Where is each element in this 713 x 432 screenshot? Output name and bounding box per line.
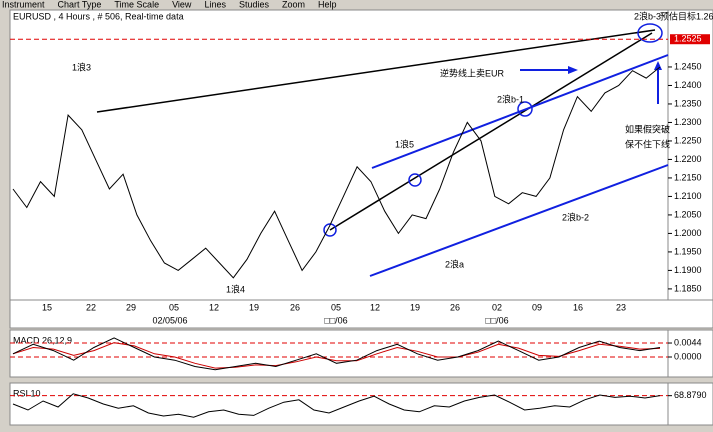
y-tick-label: 1.1850 [674, 283, 702, 293]
annotation: 1浪3 [72, 61, 91, 72]
x-tick-label: 09 [532, 302, 542, 312]
x-period-label: □□/06 [485, 315, 508, 325]
arrow-head [568, 66, 578, 74]
indicator-line [12, 337, 661, 371]
panel-title: RSI 10 [13, 388, 41, 398]
annotation: 逆势线上卖EUR [440, 67, 505, 78]
x-period-label: □□/06 [324, 315, 347, 325]
channel-line [369, 164, 669, 277]
x-tick-label: 15 [42, 302, 52, 312]
x-period-label: 02/05/06 [152, 315, 187, 325]
y-tick-label: 1.2000 [674, 228, 702, 238]
trend-line [329, 32, 653, 231]
macd-panel [9, 329, 669, 378]
y-tick-label: 68.8790 [674, 390, 707, 400]
x-tick-label: 19 [249, 302, 259, 312]
annotation: 2浪b-2 [562, 211, 589, 222]
y-tick-label: 1.2250 [674, 135, 702, 145]
annotation: 1浪4 [226, 283, 245, 294]
macd-axis [667, 329, 713, 378]
y-tick-label: 1.2400 [674, 80, 702, 90]
y-tick-label: 1.2100 [674, 191, 702, 201]
annotation: 2浪b-1 [497, 93, 524, 104]
signal-line [12, 342, 661, 369]
arrow-head [654, 61, 662, 70]
date-axis [9, 299, 713, 329]
rsi-axis [667, 382, 713, 426]
channel-line [371, 54, 669, 169]
panel-title: EURUSD , 4 Hours , # 506, Real-time data [13, 11, 184, 21]
main-panel [9, 9, 669, 301]
indicator-line [12, 393, 661, 418]
y-tick-label: 1.2050 [674, 209, 702, 219]
menu-item[interactable]: Chart Type [58, 0, 102, 9]
rsi-panel [9, 382, 669, 426]
y-tick-label: 1.2450 [674, 61, 702, 71]
x-tick-label: 05 [169, 302, 179, 312]
x-tick-label: 05 [331, 302, 341, 312]
panel-title: MACD 26,12,9 [13, 335, 72, 345]
x-tick-label: 02 [492, 302, 502, 312]
menu-item[interactable]: Lines [204, 0, 226, 9]
y-tick-label: 0.0000 [674, 351, 702, 361]
x-tick-label: 12 [209, 302, 219, 312]
x-tick-label: 29 [126, 302, 136, 312]
trend-line [96, 29, 656, 113]
annotation: 保不住下线 [625, 138, 670, 149]
annotation: 2浪b-3 [634, 10, 661, 21]
marker-circle [637, 23, 663, 43]
menu-bar [0, 0, 713, 10]
y-tick-label: 0.0044 [674, 337, 702, 347]
x-tick-label: 26 [450, 302, 460, 312]
y-tick-label: 1.2200 [674, 154, 702, 164]
x-tick-label: 23 [616, 302, 626, 312]
x-tick-label: 26 [290, 302, 300, 312]
price-line [12, 66, 661, 279]
annotation: 如果假突破 [625, 123, 670, 134]
x-tick-label: 19 [410, 302, 420, 312]
y-tick-label: 1.2350 [674, 98, 702, 108]
annotation: 2浪a [445, 258, 464, 269]
y-tick-label: 1.1950 [674, 246, 702, 256]
menu-item[interactable]: View [172, 0, 192, 9]
menu-item[interactable]: Time Scale [114, 0, 159, 9]
y-tick-label: 1.1900 [674, 265, 702, 275]
y-tick-label: 1.2150 [674, 172, 702, 182]
menu-item[interactable]: Help [318, 0, 337, 9]
x-tick-label: 12 [370, 302, 380, 312]
marker-circle [517, 101, 533, 117]
ref-label: 1.2525 [674, 34, 702, 44]
x-tick-label: 16 [573, 302, 583, 312]
marker-circle [408, 173, 422, 187]
annotation: 预估目标1.26 [660, 10, 713, 21]
price-axis [667, 9, 713, 301]
ref-label-box [670, 34, 710, 45]
annotation: 1浪5 [395, 138, 414, 149]
menu-item[interactable]: Studies [239, 0, 270, 9]
menu-item[interactable]: Instrument [2, 0, 45, 9]
menu-item[interactable]: Zoom [282, 0, 305, 9]
x-tick-label: 22 [86, 302, 96, 312]
y-tick-label: 1.2300 [674, 117, 702, 127]
